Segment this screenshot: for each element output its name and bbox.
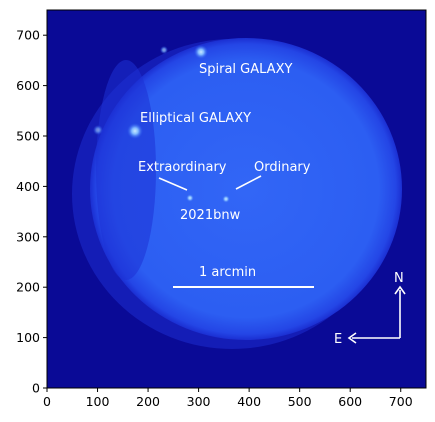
x-tick-label: 100 [86, 394, 110, 409]
extraordinary-image-source [186, 194, 194, 202]
north-arrow-head [394, 285, 406, 295]
disk-left-crescent [96, 60, 156, 280]
ordinary-label: Ordinary [254, 160, 311, 175]
detector-disk [90, 38, 402, 340]
x-tick-label: 600 [338, 394, 362, 409]
x-tick-label: 400 [237, 394, 261, 409]
east-label: E [334, 332, 342, 347]
source-near-spiral [160, 46, 168, 54]
ordinary-pointer [235, 175, 262, 190]
spiral-galaxy-label: Spiral GALAXY [199, 62, 292, 77]
x-axis: 0 100 200 300 400 500 600 700 [43, 388, 413, 409]
x-tick-label: 300 [187, 394, 211, 409]
north-label: N [394, 271, 404, 286]
y-axis: 0 100 200 300 400 500 600 700 [16, 28, 47, 396]
object-name-label: 2021bnw [180, 208, 241, 223]
y-tick-label: 600 [16, 78, 40, 93]
x-tick-label: 700 [389, 394, 413, 409]
x-tick-label: 0 [43, 394, 51, 409]
ordinary-image-source [222, 195, 230, 203]
east-arrow-head [347, 332, 357, 344]
y-tick-label: 400 [16, 179, 40, 194]
image-panel [47, 10, 426, 388]
y-tick-label: 500 [16, 129, 40, 144]
y-tick-label: 100 [16, 330, 40, 345]
x-tick-label: 500 [288, 394, 312, 409]
source-left-edge [93, 125, 103, 135]
y-tick-label: 700 [16, 28, 40, 43]
plot-frame [46, 9, 427, 389]
y-tick-label: 200 [16, 280, 40, 295]
scale-bar-label: 1 arcmin [199, 265, 256, 280]
spiral-galaxy-source [194, 45, 208, 59]
elliptical-galaxy-source [127, 123, 143, 139]
elliptical-galaxy-label: Elliptical GALAXY [140, 111, 251, 126]
extraordinary-label: Extraordinary [138, 160, 227, 175]
y-tick-label: 0 [32, 381, 40, 396]
x-tick-label: 200 [136, 394, 160, 409]
compass: N E [334, 271, 406, 347]
extraordinary-pointer [158, 177, 188, 191]
y-tick-label: 300 [16, 229, 40, 244]
